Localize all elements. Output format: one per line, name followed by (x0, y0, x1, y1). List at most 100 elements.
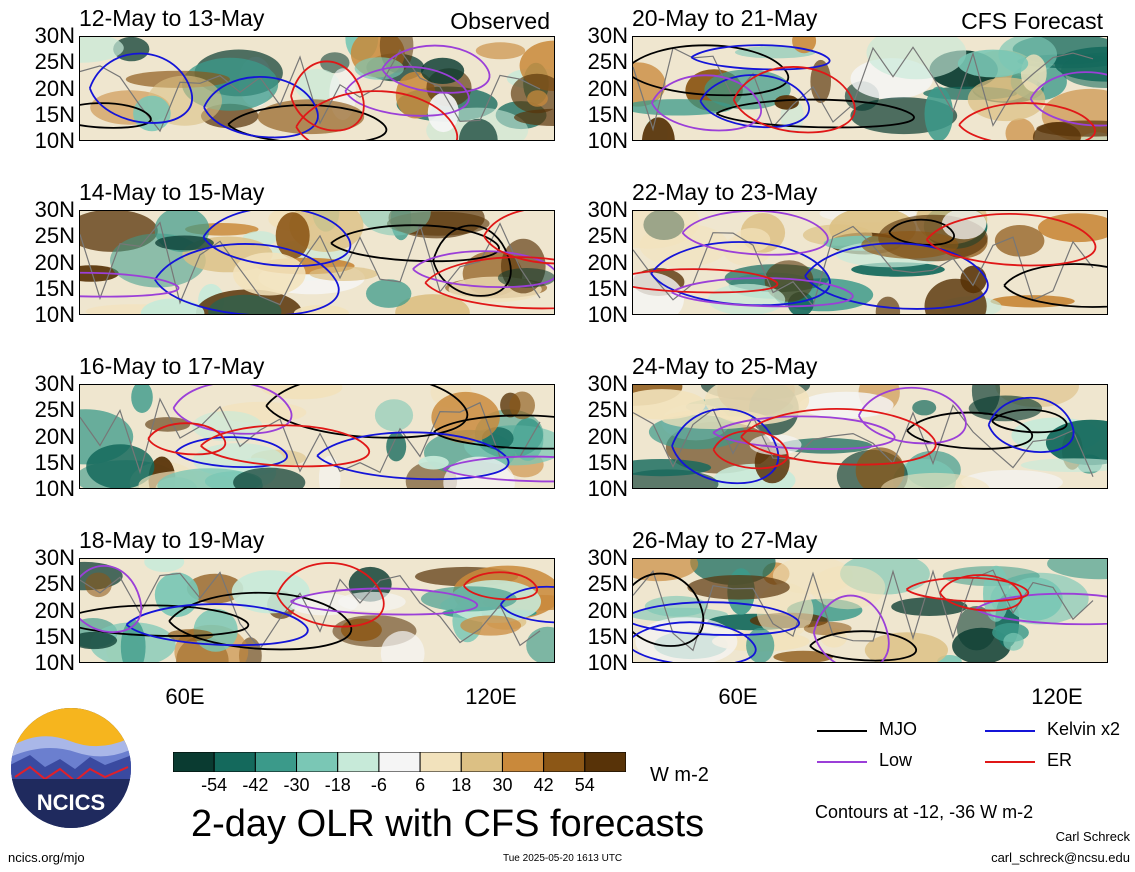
colorbar-swatch (337, 751, 380, 773)
er-contour (295, 90, 458, 140)
y-tick-label: 15N (587, 275, 628, 301)
olr-map-panel (632, 384, 1108, 489)
contours-note: Contours at -12, -36 W m-2 (815, 802, 1034, 822)
colorbar-tick-label: -42 (242, 775, 269, 795)
y-tick-label: 25N (34, 571, 75, 597)
olr-shade-blob (971, 385, 1001, 415)
kelvin-contour (125, 603, 309, 646)
colorbar-swatch (584, 751, 627, 773)
olr-shade-blob (233, 467, 306, 488)
olr-shade-blob (1038, 213, 1107, 243)
olr-shade-blob (633, 211, 700, 249)
colorbar-tick-label: 30 (492, 775, 513, 795)
y-tick-label: 30N (587, 545, 628, 570)
olr-shade-blob (774, 95, 799, 110)
colorbar-tick-label: 54 (574, 775, 595, 795)
olr-shade-blob (810, 565, 886, 610)
olr-shade-blob (261, 385, 343, 400)
olr-shade-blob (912, 400, 937, 416)
y-tick-label: 20N (587, 249, 628, 275)
olr-shade-blob (1006, 577, 1063, 621)
olr-shade-blob (340, 618, 382, 642)
colorbar-swatch (172, 751, 215, 773)
legend-label: Low (879, 750, 913, 770)
olr-shade-blob (641, 117, 675, 140)
olr-map-panel (632, 558, 1108, 663)
olr-map (633, 211, 1107, 314)
coastline (633, 46, 1094, 132)
colorbar-tick-label: 18 (451, 775, 472, 795)
y-tick-label: 30N (34, 197, 75, 222)
olr-shade-blob (875, 296, 901, 314)
y-tick-label: 15N (34, 449, 75, 475)
er-contour (290, 60, 365, 132)
low-contour (80, 564, 143, 633)
colorbar-units: W m-2 (650, 764, 709, 786)
olr-map (80, 385, 554, 488)
panel-title: 14-May to 15-May (79, 179, 265, 205)
olr-shade-blob (746, 627, 775, 662)
y-tick-label: 20N (587, 597, 628, 623)
panel-title: 24-May to 25-May (632, 353, 818, 379)
mjo-contour (80, 604, 250, 637)
olr-shade-blob (961, 470, 1063, 488)
y-tick-label: 15N (34, 275, 75, 301)
panel-title: 26-May to 27-May (632, 527, 818, 553)
olr-shade-blob (864, 632, 948, 662)
olr-map-panel (79, 558, 555, 663)
y-tick-label: 10N (34, 650, 75, 675)
olr-map-panel (632, 36, 1108, 141)
olr-shade-blob (994, 225, 1045, 257)
olr-shade-blob (1003, 632, 1024, 651)
legend-label: Kelvin x2 (1047, 719, 1121, 739)
panel-tag: Observed (450, 8, 550, 34)
y-tick-label: 25N (587, 223, 628, 249)
y-tick-label: 20N (587, 423, 628, 449)
coastline (633, 404, 1094, 477)
kelvin-contour (690, 44, 831, 71)
y-tick-label: 10N (587, 128, 628, 153)
low-contour (80, 271, 180, 298)
olr-shade-blob (1020, 458, 1107, 472)
mjo-contour (1003, 263, 1107, 308)
er-contour (463, 571, 538, 601)
olr-shade-blob (891, 597, 968, 616)
y-tick-label: 25N (34, 397, 75, 423)
olr-shade-blob (85, 572, 112, 598)
olr-shade-blob (86, 444, 155, 488)
y-tick-label: 10N (587, 302, 628, 327)
colorbar-swatch (419, 751, 462, 773)
y-tick-label: 25N (34, 223, 75, 249)
x-tick-label: 60E (165, 684, 205, 709)
colorbar (172, 751, 627, 773)
mjo-contour (80, 102, 152, 129)
y-tick-label: 10N (587, 476, 628, 501)
y-tick-label: 15N (34, 623, 75, 649)
er-contour (712, 430, 789, 470)
colorbar-swatch (501, 751, 545, 773)
colorbar-swatch (296, 751, 339, 773)
coastline (80, 571, 541, 651)
mjo-contour (809, 630, 918, 662)
colorbar-swatch (254, 751, 298, 773)
y-tick-label: 10N (587, 650, 628, 675)
low-contour (650, 74, 762, 132)
kelvin-contour (154, 243, 340, 314)
low-contour (172, 385, 293, 435)
olr-shade-blob (145, 417, 191, 432)
olr-shade-blob (733, 228, 771, 252)
olr-shade-blob (1047, 559, 1107, 580)
olr-shade-blob (708, 283, 786, 314)
mjo-contour (432, 224, 512, 297)
colorbar-tick-label: 42 (533, 775, 554, 795)
olr-shade-blob (924, 278, 987, 314)
olr-shade-blob (633, 272, 684, 314)
coastline (633, 569, 1094, 652)
er-contour (424, 256, 554, 310)
kelvin-contour (804, 242, 989, 310)
low-contour (1029, 71, 1107, 127)
kelvin-contour (633, 601, 800, 636)
y-tick-label: 20N (587, 75, 628, 101)
panel-tag: CFS Forecast (961, 8, 1103, 34)
footer-email: carl_schreck@ncsu.edu (991, 850, 1130, 865)
